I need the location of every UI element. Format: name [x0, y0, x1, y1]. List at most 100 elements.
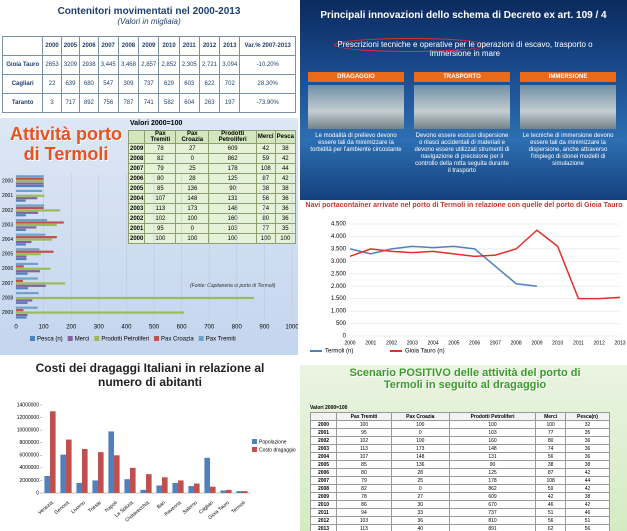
cell: 0 — [390, 484, 450, 493]
cell: 86 — [336, 500, 392, 509]
bar — [16, 309, 24, 312]
cell: 28 — [390, 468, 450, 477]
cell: 27 — [390, 492, 450, 501]
cell: 3 — [42, 93, 62, 113]
cell: 702 — [219, 74, 241, 94]
bar — [16, 219, 48, 222]
row: 2000 100 100 100 100 100 — [127, 233, 297, 244]
x-tick-label: 2007 — [490, 340, 501, 346]
row: 2003 113 173 148 74 36 — [309, 444, 611, 453]
y-tick-label: 2008 — [2, 295, 13, 301]
legend-swatch — [67, 336, 73, 341]
cell: 547 — [97, 74, 119, 94]
cell: 33 — [390, 508, 450, 517]
bar — [114, 455, 120, 493]
bar — [16, 265, 24, 268]
cell: 136 — [390, 460, 450, 469]
bar — [242, 491, 248, 493]
bar — [16, 255, 27, 258]
line — [349, 245, 538, 287]
row-label: 2005 — [309, 460, 338, 469]
x-tick-label: 500 — [149, 325, 160, 331]
y-tick-label: 1.000 — [331, 309, 347, 315]
row-label: 2013 — [309, 524, 338, 531]
corner-cell — [1, 36, 44, 56]
bar — [172, 482, 178, 493]
y-tick-label: 2000 — [2, 179, 13, 185]
row: 2009 78 27 609 42 38 — [127, 143, 297, 154]
cell: 131 — [448, 452, 537, 461]
cell: 108 — [535, 476, 566, 485]
header-row: Pax Tremiti Pax Croazia Prodotti Petrolife… — [309, 412, 611, 421]
column-header: Merci — [535, 412, 566, 421]
row-label: 2011 — [309, 508, 338, 517]
cell: 178 — [448, 476, 537, 485]
cell: 90 — [448, 460, 537, 469]
cell: 59 — [535, 484, 566, 493]
bar — [92, 480, 98, 493]
column-header: 2007 — [97, 36, 119, 56]
bar — [16, 238, 53, 241]
cell: 309 — [117, 74, 140, 94]
row-label: 2001 — [309, 428, 338, 437]
x-tick-label: 400 — [121, 325, 132, 331]
table-title: Valori 2000=100 — [310, 405, 348, 411]
y-tick-label: 2000000 — [20, 478, 40, 484]
x-tick-label: 2001 — [365, 340, 376, 346]
bar — [16, 267, 51, 270]
y-tick-label: 2006 — [2, 266, 13, 272]
x-tick-label: Termoli — [231, 500, 247, 515]
title: Scenario POSITIVO delle attività del por… — [349, 367, 581, 391]
table: Pax Tremiti Pax Croazia Prodotti Petrolife… — [309, 412, 611, 531]
x-tick-label: 2006 — [469, 340, 480, 346]
y-tick-label: 3.000 — [331, 259, 347, 265]
cell: 160 — [448, 436, 537, 445]
x-tick-label: 2009 — [531, 340, 542, 346]
y-tick-label: 3.500 — [331, 246, 347, 252]
column-header: Pax Tremiti — [336, 412, 392, 421]
column-text: Le tecniche di immersione devono essere … — [522, 133, 614, 167]
legend-label: Costo dragaggio — [259, 447, 296, 453]
bar — [16, 194, 45, 197]
cell: 36 — [564, 444, 611, 453]
cell: 113 — [336, 524, 392, 531]
dredging-chart: 0 2000000 4000000 6000000 8000000 10000000 120… — [17, 402, 296, 523]
y-tick-label: 8000000 — [20, 440, 40, 446]
row-label: 2010 — [309, 500, 338, 509]
corner-cell — [127, 130, 146, 144]
cell: 100 — [175, 233, 210, 244]
legend-swatch — [198, 336, 204, 341]
x-tick-label: 300 — [94, 325, 105, 331]
x-tick-label: 2003 — [407, 340, 418, 346]
x-tick-label: 2012 — [594, 340, 605, 346]
bar — [16, 292, 39, 295]
bar — [236, 491, 242, 493]
cell: 46 — [535, 500, 566, 509]
bar — [16, 296, 254, 300]
row: 2013 113 40 891 62 56 — [309, 524, 611, 531]
x-tick-label: 2004 — [428, 340, 439, 346]
bar — [16, 279, 23, 283]
cell: 2,857 — [138, 55, 160, 75]
bar — [16, 226, 37, 229]
x-tick-label: 0 — [14, 325, 18, 331]
cell: 56 — [535, 452, 566, 461]
bar — [16, 262, 39, 266]
cell: 103 — [336, 516, 392, 525]
column-header: 2012 — [198, 36, 221, 56]
bar — [16, 214, 26, 217]
x-tick-label: 200 — [66, 325, 77, 331]
title: Contenitori movimentati nel 2000-2013 — [57, 6, 241, 17]
cell: 2938 — [79, 55, 99, 75]
bar — [16, 233, 46, 236]
title: Principali innovazioni dello schema di D… — [320, 10, 607, 21]
column-header: Pax Croazia — [175, 130, 210, 144]
row: Gioia Tauro 2653 3209 2938 3,445 3,468 2,857 2,… — [1, 55, 296, 75]
row: 2008 82 0 862 59 42 — [309, 484, 611, 493]
bar — [156, 485, 162, 493]
row: 2007 79 25 178 108 44 — [309, 476, 611, 485]
cell: 622 — [198, 74, 221, 94]
legend-label: Termoli (n) — [325, 349, 353, 355]
cell: 629 — [158, 74, 180, 94]
bar — [16, 257, 27, 261]
